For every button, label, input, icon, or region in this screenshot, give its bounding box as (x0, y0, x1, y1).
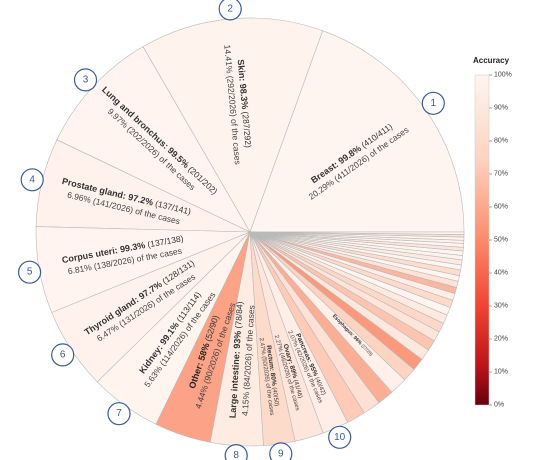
slice-badge-circle (18, 260, 42, 284)
colorbar-title: Accuracy (473, 56, 510, 65)
slice-badge: 10 (328, 425, 352, 449)
slice-badge-number: 5 (27, 267, 33, 278)
slice-badge-circle (421, 91, 445, 115)
slice-badge: 5 (18, 260, 42, 284)
colorbar-tick-label: 60% (494, 204, 508, 211)
slice-badge: 8 (224, 444, 248, 460)
colorbar-ticks: 100% 90% 80% 70% 60% 50% 40% 30% 20% 10% 0% (489, 72, 512, 409)
slice-badge: 6 (51, 343, 75, 367)
slice-badge-number: 3 (83, 74, 89, 85)
slice-badge-circle (328, 425, 352, 449)
slice-badge-number: 2 (227, 3, 233, 14)
slice-badge-number: 9 (278, 448, 284, 459)
slice-badge-number: 10 (334, 432, 346, 443)
slice-badge-circle (224, 444, 248, 460)
colorbar: Accuracy 100% 90% 80% 70% 60% 50% 40% 30% 20% 10%… (473, 56, 512, 409)
slice-badge-number: 4 (29, 174, 35, 185)
slice-badge-circle (218, 0, 242, 21)
colorbar-tick-label: 30% (494, 303, 508, 310)
slice-label-title: Skin: 98.3% (287/292) (236, 59, 254, 148)
colorbar-tick-label: 50% (494, 237, 508, 244)
colorbar-tick-label: 70% (494, 171, 508, 178)
slice-label-counts: (78/84) (233, 301, 245, 331)
slice-badge-circle (73, 68, 98, 92)
slice-badge: 1 (421, 91, 445, 115)
slice-badge-number: 1 (431, 98, 437, 109)
slice-badge-number: 8 (233, 450, 239, 460)
colorbar-tick-label: 40% (494, 270, 508, 277)
pie-chart (35, 17, 465, 447)
slice-badge-number: 6 (60, 349, 66, 360)
slice-badge: 2 (218, 0, 242, 21)
colorbar-tick-label: 20% (494, 336, 508, 343)
slice-badge-circle (51, 343, 75, 367)
colorbar-tick-label: 80% (494, 138, 508, 145)
colorbar-tick-label: 100% (494, 72, 512, 79)
pie-slice (249, 231, 465, 235)
slice-badge: 3 (73, 68, 98, 92)
slice-badge-circle (20, 168, 44, 192)
slice-label-counts: (41/46) (291, 377, 303, 399)
slice-badge-circle (269, 442, 293, 460)
slice-badge: 9 (269, 442, 293, 460)
slice-badge-circle (107, 402, 131, 426)
colorbar-tick-label: 0% (494, 402, 504, 409)
colorbar-tick-label: 10% (494, 369, 508, 376)
slice-badges: 1 2 3 4 5 6 7 8 9 10 (18, 0, 445, 460)
colorbar-gradient (474, 74, 490, 406)
colorbar-tick-label: 90% (494, 105, 508, 112)
slice-badge: 4 (20, 168, 44, 192)
slice-badge-number: 7 (116, 408, 122, 419)
slice-label-bold: Skin: 98.3% (236, 59, 250, 110)
slice-badge: 7 (107, 402, 131, 426)
slice-label-counts: (40/50) (270, 385, 279, 406)
slice-label-counts: (287/292) (240, 109, 253, 149)
